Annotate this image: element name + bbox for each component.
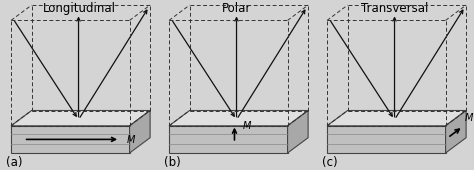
Text: $M$: $M$: [242, 119, 253, 131]
Text: (c): (c): [322, 156, 338, 169]
Polygon shape: [288, 110, 308, 153]
Text: Polar: Polar: [222, 2, 252, 15]
Text: $M$: $M$: [464, 110, 474, 123]
Polygon shape: [169, 126, 288, 153]
Text: Transversal: Transversal: [361, 2, 428, 15]
Polygon shape: [11, 126, 129, 153]
Polygon shape: [327, 110, 466, 126]
Text: (b): (b): [164, 156, 181, 169]
Polygon shape: [169, 110, 308, 126]
Text: (a): (a): [6, 156, 23, 169]
Polygon shape: [129, 110, 150, 153]
Text: Longitudinal: Longitudinal: [43, 2, 116, 15]
Text: $M$: $M$: [127, 133, 137, 145]
Polygon shape: [11, 110, 150, 126]
Polygon shape: [327, 126, 446, 153]
Polygon shape: [446, 110, 466, 153]
